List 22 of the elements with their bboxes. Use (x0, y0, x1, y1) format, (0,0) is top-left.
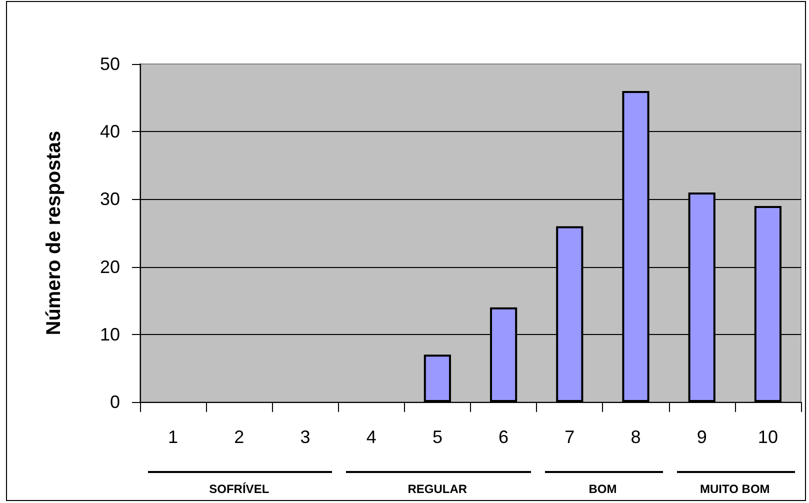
x-tick-label: 6 (498, 427, 509, 447)
x-tick-label: 1 (168, 427, 178, 447)
x-tick-label: 5 (432, 427, 442, 447)
y-tick-label: 50 (100, 54, 120, 74)
y-tick-label: 40 (100, 122, 120, 142)
y-tick-label: 10 (100, 324, 120, 344)
x-tick-label: 9 (696, 427, 707, 447)
x-tick-label: 8 (630, 427, 641, 447)
text: REGULAR (406, 482, 468, 496)
y-tick-label: 20 (100, 256, 120, 277)
bar (424, 354, 451, 402)
y-tick-label: 30 (100, 189, 120, 210)
y-axis-title: Número de respostas (43, 130, 65, 336)
x-tick-label: 10 (758, 427, 778, 447)
text: MUITO BOM (699, 482, 771, 496)
x-tick-label: 3 (300, 427, 310, 447)
text: SOFRÍVEL (208, 482, 270, 496)
x-tick-label: 4 (366, 427, 376, 447)
x-tick-label: 7 (564, 427, 575, 447)
y-tick-label: 0 (110, 392, 120, 412)
text: BOM (588, 482, 618, 496)
x-tick-label: 2 (234, 427, 244, 447)
